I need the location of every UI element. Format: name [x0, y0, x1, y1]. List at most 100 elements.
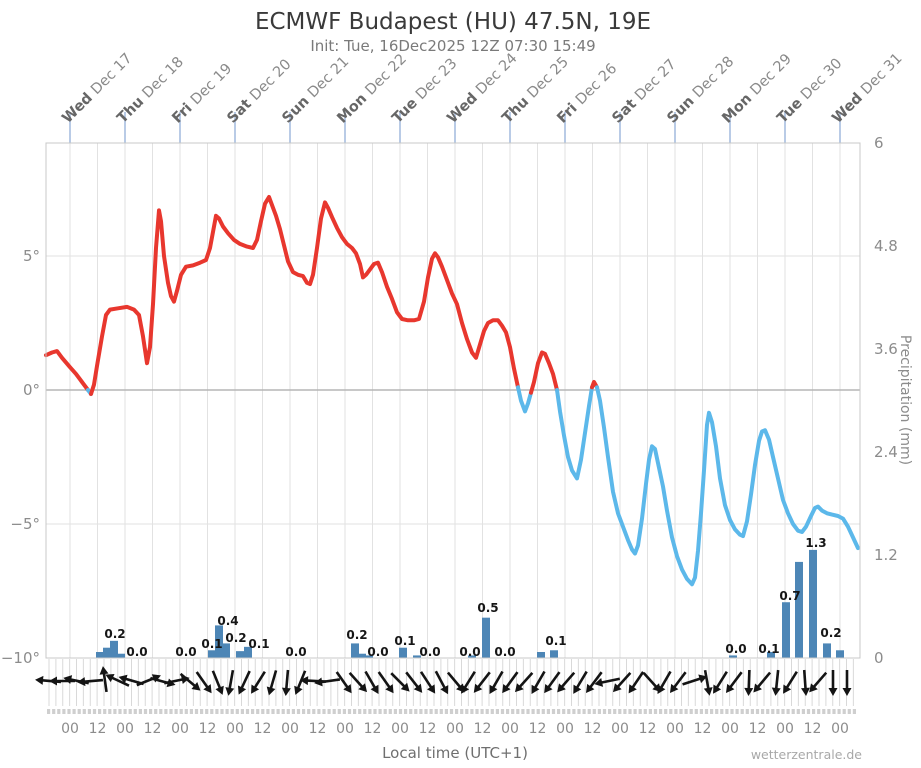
wind-arrow [237, 670, 251, 695]
precip-tick-label: 1.2 [874, 546, 898, 565]
precip-bar [809, 549, 817, 658]
symbol-row [47, 709, 856, 714]
precip-bar [236, 651, 244, 658]
wind-arrow [544, 671, 561, 694]
hour-label: 00 [721, 721, 739, 737]
wind-arrow [828, 670, 838, 696]
precip-bar [103, 647, 111, 658]
wind-arrow [557, 671, 576, 693]
precip-bar [208, 650, 216, 658]
wind-arrow [348, 671, 368, 693]
wind-arrow [195, 671, 212, 694]
precip-bar [399, 647, 407, 658]
hour-label: 00 [116, 721, 134, 737]
wind-arrow [461, 670, 476, 694]
temp-tick-label: −10° [0, 649, 40, 667]
chart-title: ECMWF Budapest (HU) 47.5N, 19E [254, 9, 652, 35]
hour-label: 12 [803, 721, 822, 737]
wind-arrow [725, 671, 743, 693]
wind-arrow [364, 670, 379, 694]
precip-bar [351, 643, 359, 658]
precip-value-label: 0.0 [367, 645, 389, 659]
hour-label: 00 [446, 721, 464, 737]
watermark: wetterzentrale.de [750, 747, 862, 762]
temp-tick-label: 5° [22, 247, 40, 265]
precip-value-label: 0.1 [248, 637, 270, 651]
wind-arrow [713, 670, 728, 694]
precipitation-bars [96, 549, 844, 658]
precip-value-label: 0.0 [285, 645, 307, 659]
precip-bar [117, 653, 125, 658]
precip-bar [795, 561, 803, 658]
precip-value-label: 0.0 [175, 645, 197, 659]
precip-tick-label: 6 [874, 134, 884, 153]
precip-bar [537, 651, 545, 658]
precip-value-label: 0.1 [201, 637, 223, 651]
day-tick-marks [69, 112, 841, 143]
hour-label: 00 [556, 721, 574, 737]
hour-label: 12 [308, 721, 327, 737]
hour-label: 00 [336, 721, 354, 737]
wind-arrow [377, 671, 394, 694]
hour-label: 12 [363, 721, 382, 737]
precip-bar [550, 650, 558, 658]
hour-label: 12 [583, 721, 602, 737]
precip-bar [729, 655, 737, 658]
precip-bar [110, 640, 118, 658]
hour-label: 00 [666, 721, 684, 737]
precip-value-label: 0.7 [779, 589, 801, 603]
precipitation-axis-title: Precipitation (mm) [897, 334, 913, 466]
precip-bar [413, 655, 421, 658]
hour-label: 00 [611, 721, 629, 737]
precip-value-label: 1.3 [805, 536, 827, 550]
precip-tick-label: 0 [874, 649, 884, 667]
hour-label: 12 [198, 721, 217, 737]
wind-arrow [612, 671, 632, 693]
precip-value-label: 0.2 [104, 627, 126, 641]
temperature-line [44, 195, 860, 587]
hour-label: 12 [693, 721, 712, 737]
wind-arrow [211, 670, 224, 695]
wind-arrow [531, 670, 546, 694]
hour-label: 00 [281, 721, 299, 737]
wind-arrow [842, 670, 852, 696]
wind-arrow [502, 671, 519, 694]
wind-arrow [573, 670, 588, 694]
wind-arrow [703, 669, 713, 696]
wind-arrow [800, 669, 810, 696]
precip-bar [222, 643, 230, 658]
hour-label: 00 [226, 721, 244, 737]
wind-arrow [77, 677, 104, 687]
wind-arrow [434, 670, 449, 695]
wind-arrow [99, 666, 109, 693]
wind-arrow [335, 671, 352, 694]
precip-value-label: 0.2 [820, 626, 842, 640]
hour-label: 12 [143, 721, 162, 737]
wind-arrow [390, 672, 410, 692]
hour-label: 00 [171, 721, 189, 737]
wind-arrow [657, 670, 672, 694]
precip-bar [365, 655, 373, 658]
hour-label: 00 [391, 721, 409, 737]
precip-bar [96, 651, 104, 658]
hour-label: 12 [748, 721, 767, 737]
wind-arrow [628, 671, 645, 694]
wind-arrow [225, 669, 235, 696]
wind-arrow [809, 671, 828, 693]
precip-tick-label: 2.4 [874, 443, 898, 462]
wind-arrow [669, 671, 687, 693]
x-axis-title: Local time (UTC+1) [382, 744, 528, 762]
hour-label: 12 [528, 721, 547, 737]
wind-arrow [771, 669, 781, 696]
chart-subtitle: Init: Tue, 16Dec2025 12Z 07:30 15:49 [310, 37, 596, 55]
hour-label: 12 [473, 721, 492, 737]
precip-value-label: 0.0 [725, 642, 747, 656]
precip-bar [215, 625, 223, 658]
temp-tick-label: 0° [22, 381, 40, 399]
wind-arrow [744, 669, 754, 696]
wind-arrow [585, 671, 603, 693]
hour-label: 12 [253, 721, 272, 737]
wind-arrow [179, 672, 201, 691]
